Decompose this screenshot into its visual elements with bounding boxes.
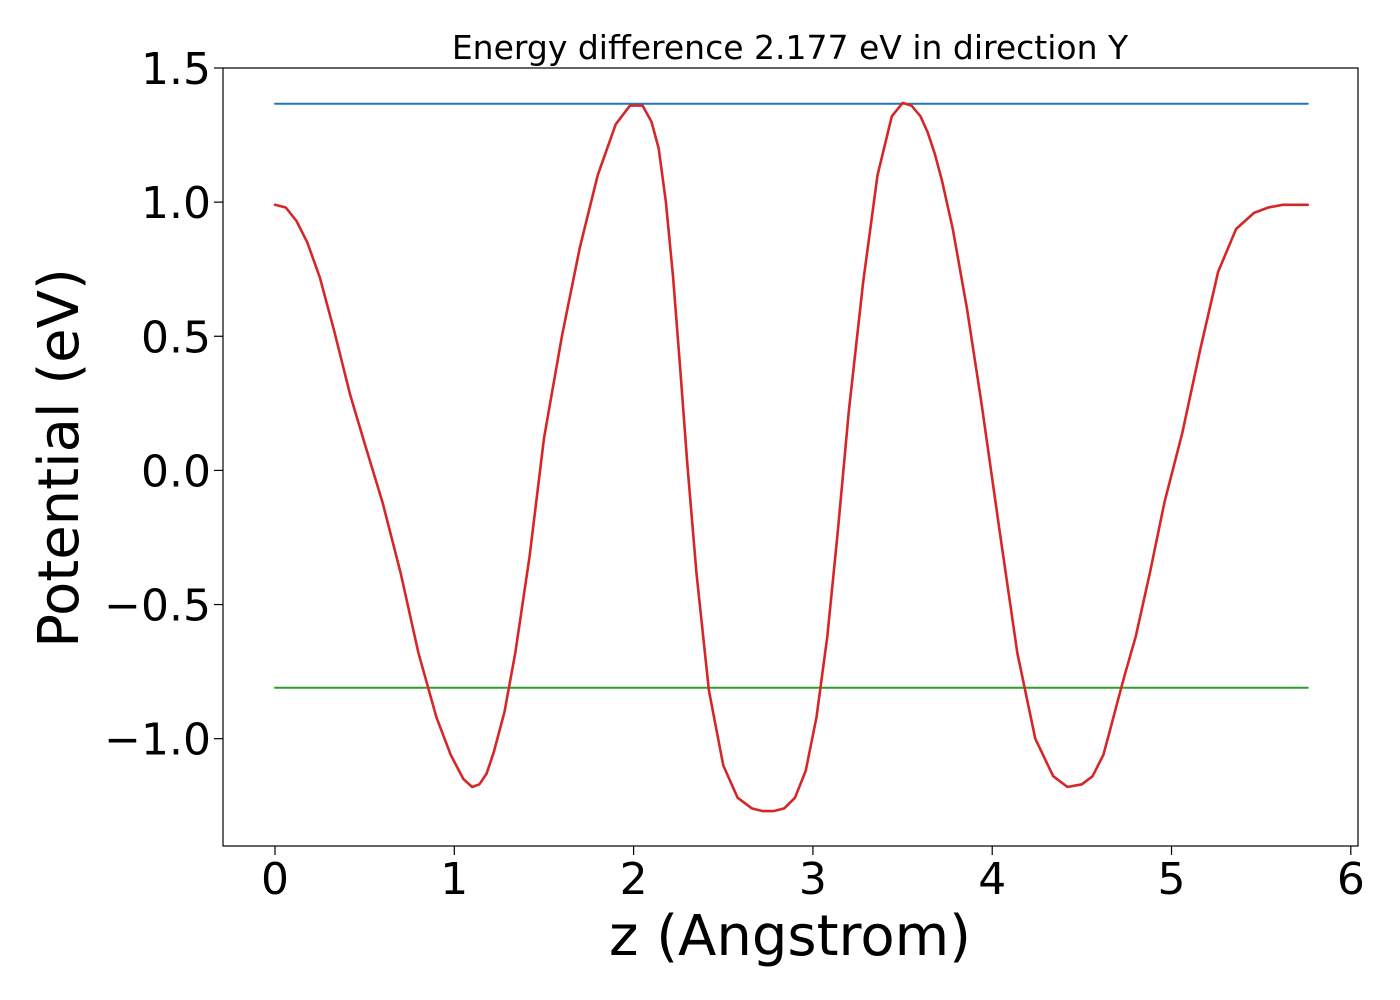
x-axis: 0 1 2 3 4 5 6 bbox=[261, 846, 1365, 905]
plot-area bbox=[273, 101, 1310, 813]
y-tick-label: −0.5 bbox=[104, 581, 211, 632]
x-tick-label: 4 bbox=[978, 854, 1006, 905]
y-tick-label: −1.0 bbox=[104, 715, 211, 766]
y-tick-label: 0.5 bbox=[141, 312, 211, 363]
y-axis-title: Potential (eV) bbox=[27, 268, 92, 648]
x-axis-title: z (Angstrom) bbox=[609, 904, 971, 969]
y-axis: −1.0 −0.5 0.0 0.5 1.0 1.5 bbox=[104, 44, 223, 766]
y-tick-label: 1.0 bbox=[141, 178, 211, 229]
chart-title: Energy difference 2.177 eV in direction … bbox=[452, 28, 1129, 67]
x-tick-label: 1 bbox=[440, 854, 468, 905]
y-tick-label: 1.5 bbox=[141, 44, 211, 95]
x-tick-label: 6 bbox=[1337, 854, 1365, 905]
series-line-3 bbox=[273, 101, 1310, 813]
x-tick-label: 5 bbox=[1158, 854, 1186, 905]
x-tick-label: 3 bbox=[799, 854, 827, 905]
x-tick-label: 2 bbox=[620, 854, 648, 905]
plot-frame bbox=[222, 67, 1359, 847]
x-tick-label: 0 bbox=[261, 854, 289, 905]
y-tick-label: 0.0 bbox=[141, 446, 211, 497]
